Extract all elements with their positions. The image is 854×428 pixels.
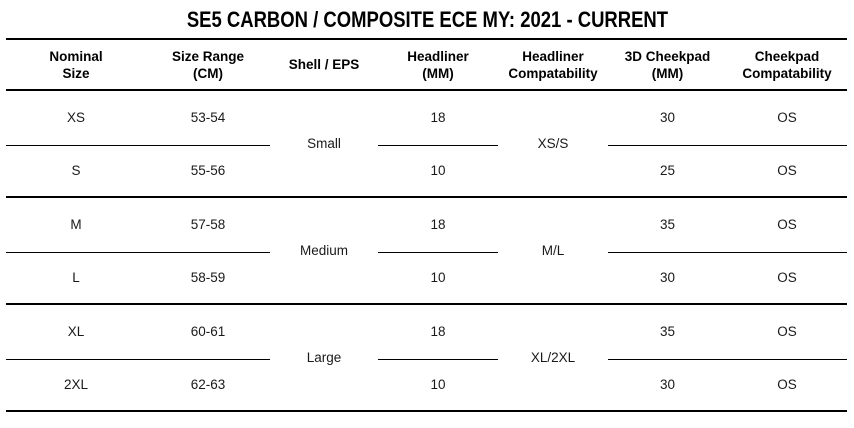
table-row-l: L 58-59 10 30 OS [6, 252, 847, 305]
page-title: SE5 CARBON / COMPOSITE ECE MY: 2021 - CU… [0, 5, 854, 35]
table-row-xs: XS 53-54 Small 18 XS/S 30 OS [6, 90, 847, 198]
cell-nominal-size: 2XL [6, 359, 146, 412]
cell-size-range: 53-54 [146, 90, 270, 146]
cell-size-range: 55-56 [146, 145, 270, 198]
cell-cheekpad-compatability: OS [727, 90, 847, 146]
cell-shell-eps: Large [270, 304, 378, 412]
cell-headliner-mm: 18 [378, 304, 498, 360]
table-row-2xl: 2XL 62-63 10 30 OS [6, 359, 847, 412]
cell-size-range: 62-63 [146, 359, 270, 412]
cell-headliner-compatability: XL/2XL [498, 304, 608, 412]
cell-size-range: 57-58 [146, 197, 270, 253]
cell-cheekpad-compatability: OS [727, 359, 847, 412]
cell-3d-cheekpad-mm: 35 [608, 304, 727, 360]
cell-nominal-size: L [6, 252, 146, 305]
col-header-shell-eps: Shell / EPS [270, 39, 378, 91]
table-row-m: M 57-58 Medium 18 M/L 35 OS [6, 197, 847, 305]
cell-headliner-mm: 10 [378, 145, 498, 198]
cell-headliner-mm: 10 [378, 252, 498, 305]
header-line: 3D Cheekpad [624, 48, 711, 64]
header-line: Headliner [407, 48, 469, 64]
cell-3d-cheekpad-mm: 25 [608, 145, 727, 198]
header-line: (CM) [193, 65, 223, 81]
cell-cheekpad-compatability: OS [727, 197, 847, 253]
cell-3d-cheekpad-mm: 30 [608, 252, 727, 305]
col-header-nominal-size: Nominal Size [6, 39, 146, 91]
cell-3d-cheekpad-mm: 35 [608, 197, 727, 253]
cell-nominal-size: XS [6, 90, 146, 146]
page-title-text: SE5 CARBON / COMPOSITE ECE MY: 2021 - CU… [186, 7, 668, 32]
header-line: Size [62, 65, 90, 81]
cell-nominal-size: S [6, 145, 146, 198]
cell-nominal-size: M [6, 197, 146, 253]
col-header-headliner-compatability: Headliner Compatability [498, 39, 608, 91]
cell-nominal-size: XL [6, 304, 146, 360]
cell-shell-eps: Small [270, 90, 378, 198]
header-line: Cheekpad [754, 48, 820, 64]
cell-shell-eps: Medium [270, 197, 378, 305]
header-line: Compatability [742, 65, 832, 81]
col-header-size-range: Size Range (CM) [146, 39, 270, 91]
header-line: Shell / EPS [288, 57, 360, 72]
header-line: Compatability [508, 65, 598, 81]
cell-headliner-mm: 18 [378, 197, 498, 253]
header-line: Size Range [171, 48, 245, 64]
col-header-headliner-mm: Headliner (MM) [378, 39, 498, 91]
col-header-cheekpad-compatability: Cheekpad Compatability [727, 39, 847, 91]
cell-size-range: 60-61 [146, 304, 270, 360]
cell-3d-cheekpad-mm: 30 [608, 359, 727, 412]
cell-cheekpad-compatability: OS [727, 252, 847, 305]
header-line: Nominal [49, 48, 103, 64]
cell-cheekpad-compatability: OS [727, 145, 847, 198]
cell-cheekpad-compatability: OS [727, 304, 847, 360]
size-table: Nominal Size Size Range (CM) Shell / EPS… [6, 38, 847, 412]
header-line: (MM) [422, 65, 454, 81]
table-row-xl: XL 60-61 Large 18 XL/2XL 35 OS [6, 304, 847, 412]
table-row-s: S 55-56 10 25 OS [6, 145, 847, 198]
cell-headliner-compatability: M/L [498, 197, 608, 305]
col-header-3d-cheekpad-mm: 3D Cheekpad (MM) [608, 39, 727, 91]
cell-headliner-compatability: XS/S [498, 90, 608, 198]
cell-headliner-mm: 18 [378, 90, 498, 146]
cell-size-range: 58-59 [146, 252, 270, 305]
header-line: Headliner [522, 48, 584, 64]
header-row: Nominal Size Size Range (CM) Shell / EPS… [6, 39, 847, 91]
cell-headliner-mm: 10 [378, 359, 498, 412]
header-line: (MM) [651, 65, 684, 81]
cell-3d-cheekpad-mm: 30 [608, 90, 727, 146]
